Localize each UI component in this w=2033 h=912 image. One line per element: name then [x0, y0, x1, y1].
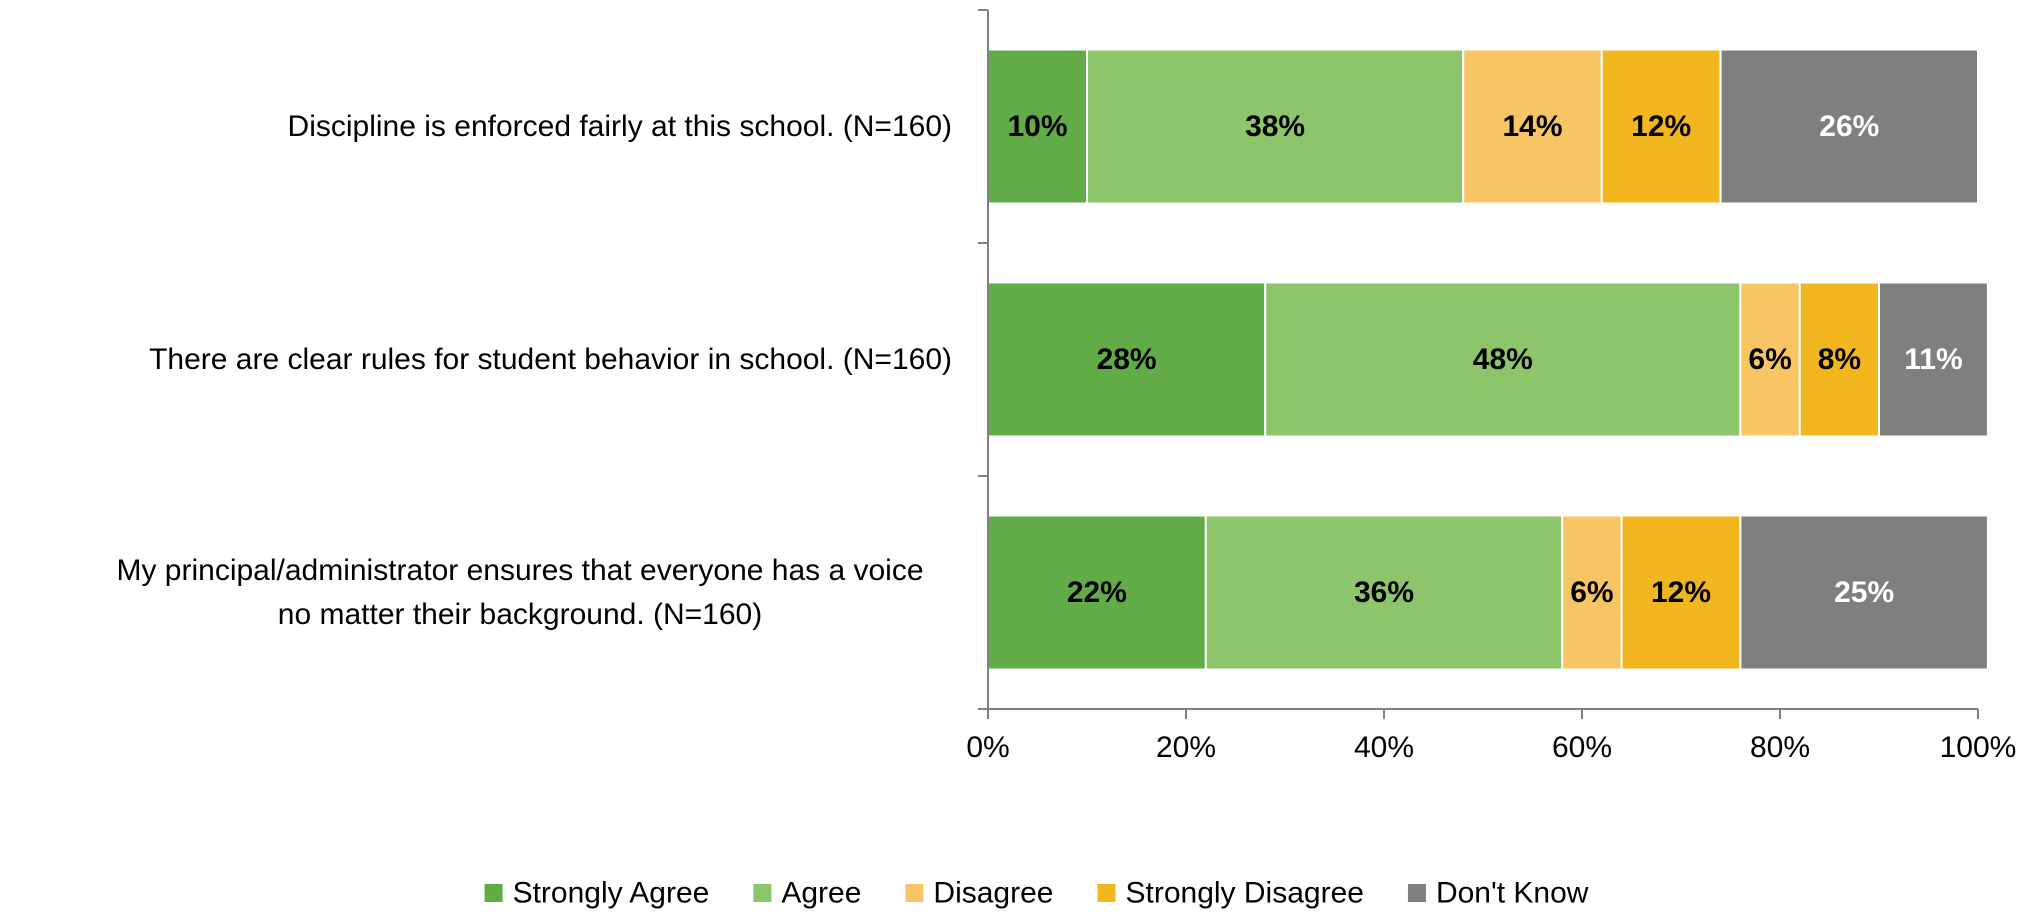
x-tick-label: 100%	[1940, 731, 2017, 764]
x-tick-label: 60%	[1552, 731, 1612, 764]
data-label: 25%	[1834, 576, 1894, 609]
bar-segment	[1204, 514, 1564, 671]
bar-segment	[1462, 48, 1603, 205]
data-label: 48%	[1473, 343, 1533, 376]
data-label: 38%	[1245, 110, 1305, 143]
x-tick-label: 20%	[1156, 731, 1216, 764]
category-labels: Discipline is enforced fairly at this sc…	[116, 110, 952, 631]
bar-segment	[1620, 514, 1742, 671]
category-label: There are clear rules for student behavi…	[149, 343, 952, 376]
data-label: 36%	[1354, 576, 1414, 609]
legend-swatch	[905, 884, 924, 902]
bar-segment	[987, 281, 1267, 438]
bar-segment	[1719, 48, 1979, 205]
data-label: 12%	[1631, 110, 1691, 143]
legend-label: Disagree	[933, 877, 1053, 910]
legend-swatch	[484, 884, 503, 902]
legend-label: Strongly Disagree	[1125, 877, 1363, 910]
legend-label: Strongly Agree	[513, 877, 710, 910]
legend-swatch	[753, 884, 772, 902]
bar-segment	[1086, 48, 1465, 205]
bar-segment	[1739, 281, 1801, 438]
data-label: 10%	[1007, 110, 1067, 143]
data-label: 11%	[1904, 343, 1962, 376]
data-label: 28%	[1097, 343, 1157, 376]
bar-segment	[1264, 281, 1742, 438]
legend-label: Agree	[781, 877, 861, 910]
x-tick-label: 0%	[966, 731, 1009, 764]
category-label: My principal/administrator ensures that …	[116, 554, 923, 631]
legend-label: Don't Know	[1436, 877, 1589, 910]
data-label: 26%	[1819, 110, 1879, 143]
bar-segment	[1600, 48, 1722, 205]
x-tick-label: 80%	[1750, 731, 1810, 764]
legend: Strongly Agree Agree Disagree Strongly Disa…	[484, 877, 1589, 910]
data-label: 14%	[1502, 110, 1562, 143]
legend-swatch	[1097, 884, 1116, 902]
category-label: Discipline is enforced fairly at this sc…	[288, 110, 952, 143]
data-label: 12%	[1651, 576, 1711, 609]
bar-segment	[987, 48, 1088, 205]
data-label: 6%	[1570, 576, 1613, 609]
data-label: 8%	[1818, 343, 1861, 376]
data-label: 22%	[1067, 576, 1127, 609]
legend-swatch	[1407, 884, 1426, 902]
axes: 0% 20% 40% 60% 80% 100%	[966, 9, 2017, 764]
bar-segments	[987, 48, 1989, 671]
data-labels: 10% 38% 14% 12% 26% 28% 48% 6% 8% 11% 22% 36% 6% 12% 2…	[1007, 110, 1962, 609]
bar-segment	[1739, 514, 1989, 671]
bar-segment	[1878, 281, 1989, 438]
bar-segment	[1561, 514, 1623, 671]
bar-segment	[1798, 281, 1881, 438]
data-label: 6%	[1748, 343, 1791, 376]
x-tick-label: 40%	[1354, 731, 1414, 764]
